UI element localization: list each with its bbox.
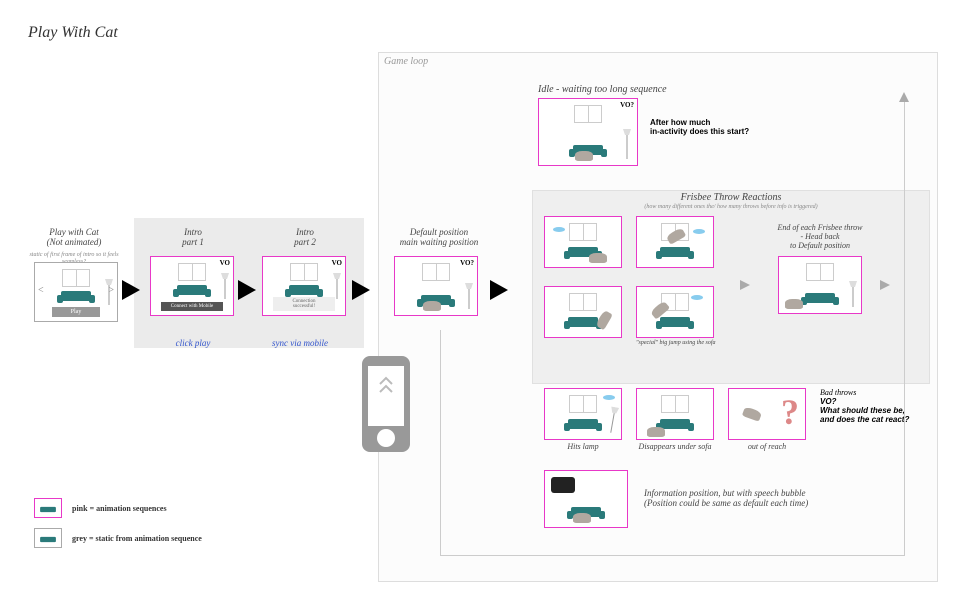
- info-caption: Information position, but with speech bu…: [644, 488, 904, 508]
- intro1-title: Intropart 1: [148, 228, 238, 248]
- intro2-title: Intropart 2: [260, 228, 350, 248]
- lamp-icon: [607, 407, 619, 434]
- cat-icon: [573, 513, 591, 523]
- cat-icon: [575, 151, 593, 161]
- panel-idle: VO?: [538, 98, 638, 166]
- frisbee-sub: (how many different ones the/ how many t…: [532, 204, 930, 211]
- intro1-action: click play: [148, 338, 238, 348]
- page-title: Play With Cat: [28, 24, 118, 42]
- window-icon: [569, 223, 597, 241]
- phone-icon: [358, 356, 414, 456]
- panel-reaction-1: [544, 216, 622, 268]
- arrow-icon: [238, 280, 256, 300]
- cat-icon: [785, 299, 803, 309]
- hits-caption: Hits lamp: [544, 442, 622, 451]
- notanim-title: Play with Cat(Not animated): [28, 228, 120, 248]
- sofa-icon: [38, 503, 58, 515]
- frisbee-icon: [691, 295, 703, 300]
- gameloop-label: Game loop: [384, 56, 428, 67]
- cat-icon: [589, 253, 607, 263]
- idle-note: After how much in-activity does this sta…: [650, 118, 749, 136]
- lamp-icon: [105, 279, 113, 305]
- play-button[interactable]: Play: [52, 307, 100, 317]
- window-icon: [569, 293, 597, 311]
- frisbee-title: Frisbee Throw Reactions: [532, 192, 930, 203]
- badthrows-note: Bad throws VO? What should these be, and…: [820, 388, 909, 424]
- panel-outofreach: ?: [728, 388, 806, 440]
- outofreach-caption: out of reach: [728, 442, 806, 451]
- cat-icon: [647, 427, 665, 437]
- sofa-icon: [656, 241, 694, 261]
- window-icon: [574, 105, 602, 123]
- endthrow-title: End of each Frisbee throw- Head backto D…: [760, 224, 880, 250]
- chevron-left-icon: <: [38, 285, 44, 296]
- legend-pink-box: [34, 498, 62, 518]
- panel-info: [544, 470, 628, 528]
- panel-notanim: < > Play: [34, 262, 118, 322]
- connect-button[interactable]: Connect with Mobile: [161, 302, 223, 311]
- sofa-icon: [564, 413, 602, 433]
- sofa-icon: [801, 287, 839, 307]
- arrow-sm-icon: [880, 280, 890, 290]
- panel-disappears: [636, 388, 714, 440]
- arrow-icon: [490, 280, 508, 300]
- lamp-icon: [333, 273, 341, 299]
- intro2-action: sync via mobile: [240, 338, 360, 348]
- special-caption: "special" big jump using the sofa: [636, 340, 716, 346]
- vo-label: VO?: [460, 259, 474, 267]
- panel-default: VO?: [394, 256, 478, 316]
- panel-endthrow: [778, 256, 862, 314]
- disappears-caption: Disappears under sofa: [636, 442, 714, 451]
- panel-reaction-4: [636, 286, 714, 338]
- window-icon: [569, 395, 597, 413]
- connection-status: Connection successful!: [273, 297, 335, 311]
- window-icon: [806, 263, 834, 281]
- frisbee-icon: [693, 229, 705, 234]
- arrow-icon: [122, 280, 140, 300]
- lamp-icon: [849, 281, 857, 307]
- question-icon: ?: [781, 391, 799, 433]
- lamp-icon: [221, 273, 229, 299]
- sofa-icon: [173, 279, 211, 299]
- arrow-icon: [352, 280, 370, 300]
- vo-label: VO: [220, 259, 230, 267]
- arrow-sm-icon: [740, 280, 750, 290]
- legend-grey-box: [34, 528, 62, 548]
- arrow-up-icon: [899, 92, 909, 102]
- cat-icon: [423, 301, 441, 311]
- speech-bubble-icon: [551, 477, 575, 493]
- cat-icon: [742, 406, 762, 422]
- panel-intro2: VO Connection successful!: [262, 256, 346, 316]
- vo-label: VO: [332, 259, 342, 267]
- flow-line: [440, 555, 905, 556]
- default-title: Default positionmain waiting position: [384, 228, 494, 248]
- sofa-icon: [38, 533, 58, 545]
- vo-label: VO?: [620, 101, 634, 109]
- flow-line: [904, 96, 905, 556]
- lamp-icon: [465, 283, 473, 309]
- panel-hits-lamp: [544, 388, 622, 440]
- panel-reaction-2: [636, 216, 714, 268]
- panel-intro1: VO Connect with Mobile: [150, 256, 234, 316]
- frisbee-icon: [553, 227, 565, 232]
- sofa-icon: [564, 311, 602, 331]
- lamp-icon: [623, 129, 631, 159]
- sofa-icon: [285, 279, 323, 299]
- legend-pink-label: pink = animation sequences: [72, 504, 167, 513]
- legend-grey-label: grey = static from animation sequence: [72, 534, 202, 543]
- frisbee-icon: [603, 395, 615, 400]
- flow-line: [440, 330, 441, 556]
- idle-title: Idle - waiting too long sequence: [538, 84, 667, 95]
- window-icon: [661, 395, 689, 413]
- window-icon: [422, 263, 450, 281]
- sofa-icon: [57, 285, 95, 305]
- panel-reaction-3: [544, 286, 622, 338]
